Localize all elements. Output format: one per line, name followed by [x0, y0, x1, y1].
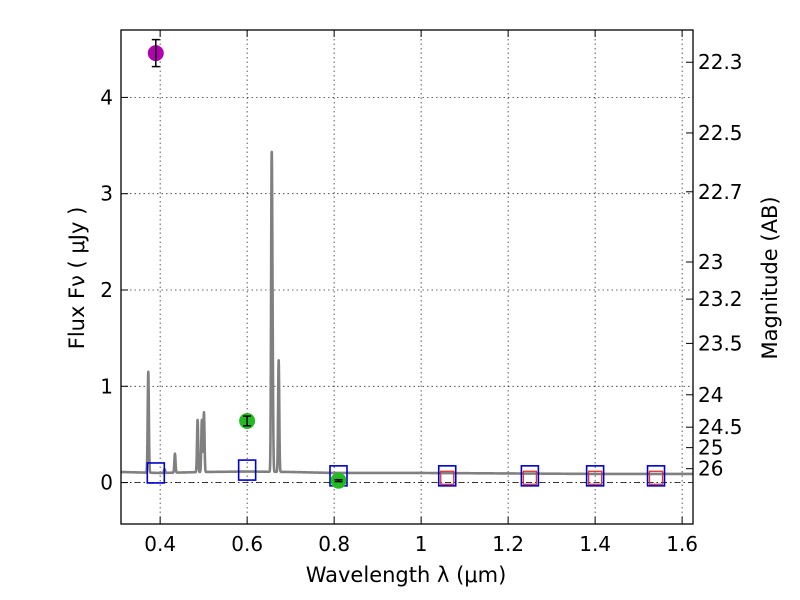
upper-band-square [587, 470, 603, 485]
mag-tick-label: 22.7 [698, 180, 743, 204]
x-tick-label: 1.2 [492, 532, 524, 556]
mag-tick-label: 23.2 [698, 287, 743, 311]
mag-tick-label: 23.5 [698, 331, 743, 355]
x-tick-label: 1 [415, 532, 428, 556]
x-axis-label: Wavelength λ (μm) [306, 563, 507, 587]
x-tick-label: 1.6 [666, 532, 698, 556]
plot-frame [120, 29, 694, 525]
upper-band-square [648, 470, 664, 485]
model-band-square [437, 465, 457, 487]
y-tick-label: 1 [100, 374, 113, 398]
x-tick-label: 1.4 [579, 532, 611, 556]
model-band-square [585, 465, 605, 487]
x-tick-label: 0.6 [231, 532, 263, 556]
y-tick-label: 3 [100, 182, 113, 206]
tick-labels: 0.4 0.6 0.8 1 1.2 1.4 1.60123422.322.522.72323… [100, 50, 742, 556]
grid [121, 30, 693, 524]
mag-tick-label: 22.3 [698, 50, 743, 74]
mag-tick-label: 22.5 [698, 121, 743, 145]
observed-points [147, 38, 347, 489]
model-band-square [146, 462, 166, 484]
mag-tick-label: 26 [698, 457, 723, 481]
upper-band-square [522, 470, 538, 485]
mag-tick-label: 23 [698, 250, 723, 274]
template-spectrum [120, 150, 693, 476]
model-band-square [237, 459, 257, 481]
right-axis-label: Magnitude (AB) [758, 196, 782, 359]
spectrum-line [120, 150, 693, 476]
y-tick-label: 0 [100, 471, 113, 495]
y-tick-label: 4 [100, 85, 113, 109]
mag-tick-label: 24 [698, 383, 723, 407]
upper-band-square [440, 470, 455, 485]
y-axis-label: Flux Fν ( μJy ) [65, 207, 89, 350]
model-band-square [646, 465, 666, 487]
x-tick-label: 0.4 [144, 532, 176, 556]
model-band-fluxes [146, 459, 666, 487]
y-tick-label: 2 [100, 278, 113, 302]
x-tick-label: 0.8 [318, 532, 350, 556]
axis-ticks [121, 30, 693, 524]
model-band-square [520, 465, 540, 487]
mag-tick-label: 25 [698, 436, 723, 460]
mag-tick-label: 24.5 [698, 415, 743, 439]
